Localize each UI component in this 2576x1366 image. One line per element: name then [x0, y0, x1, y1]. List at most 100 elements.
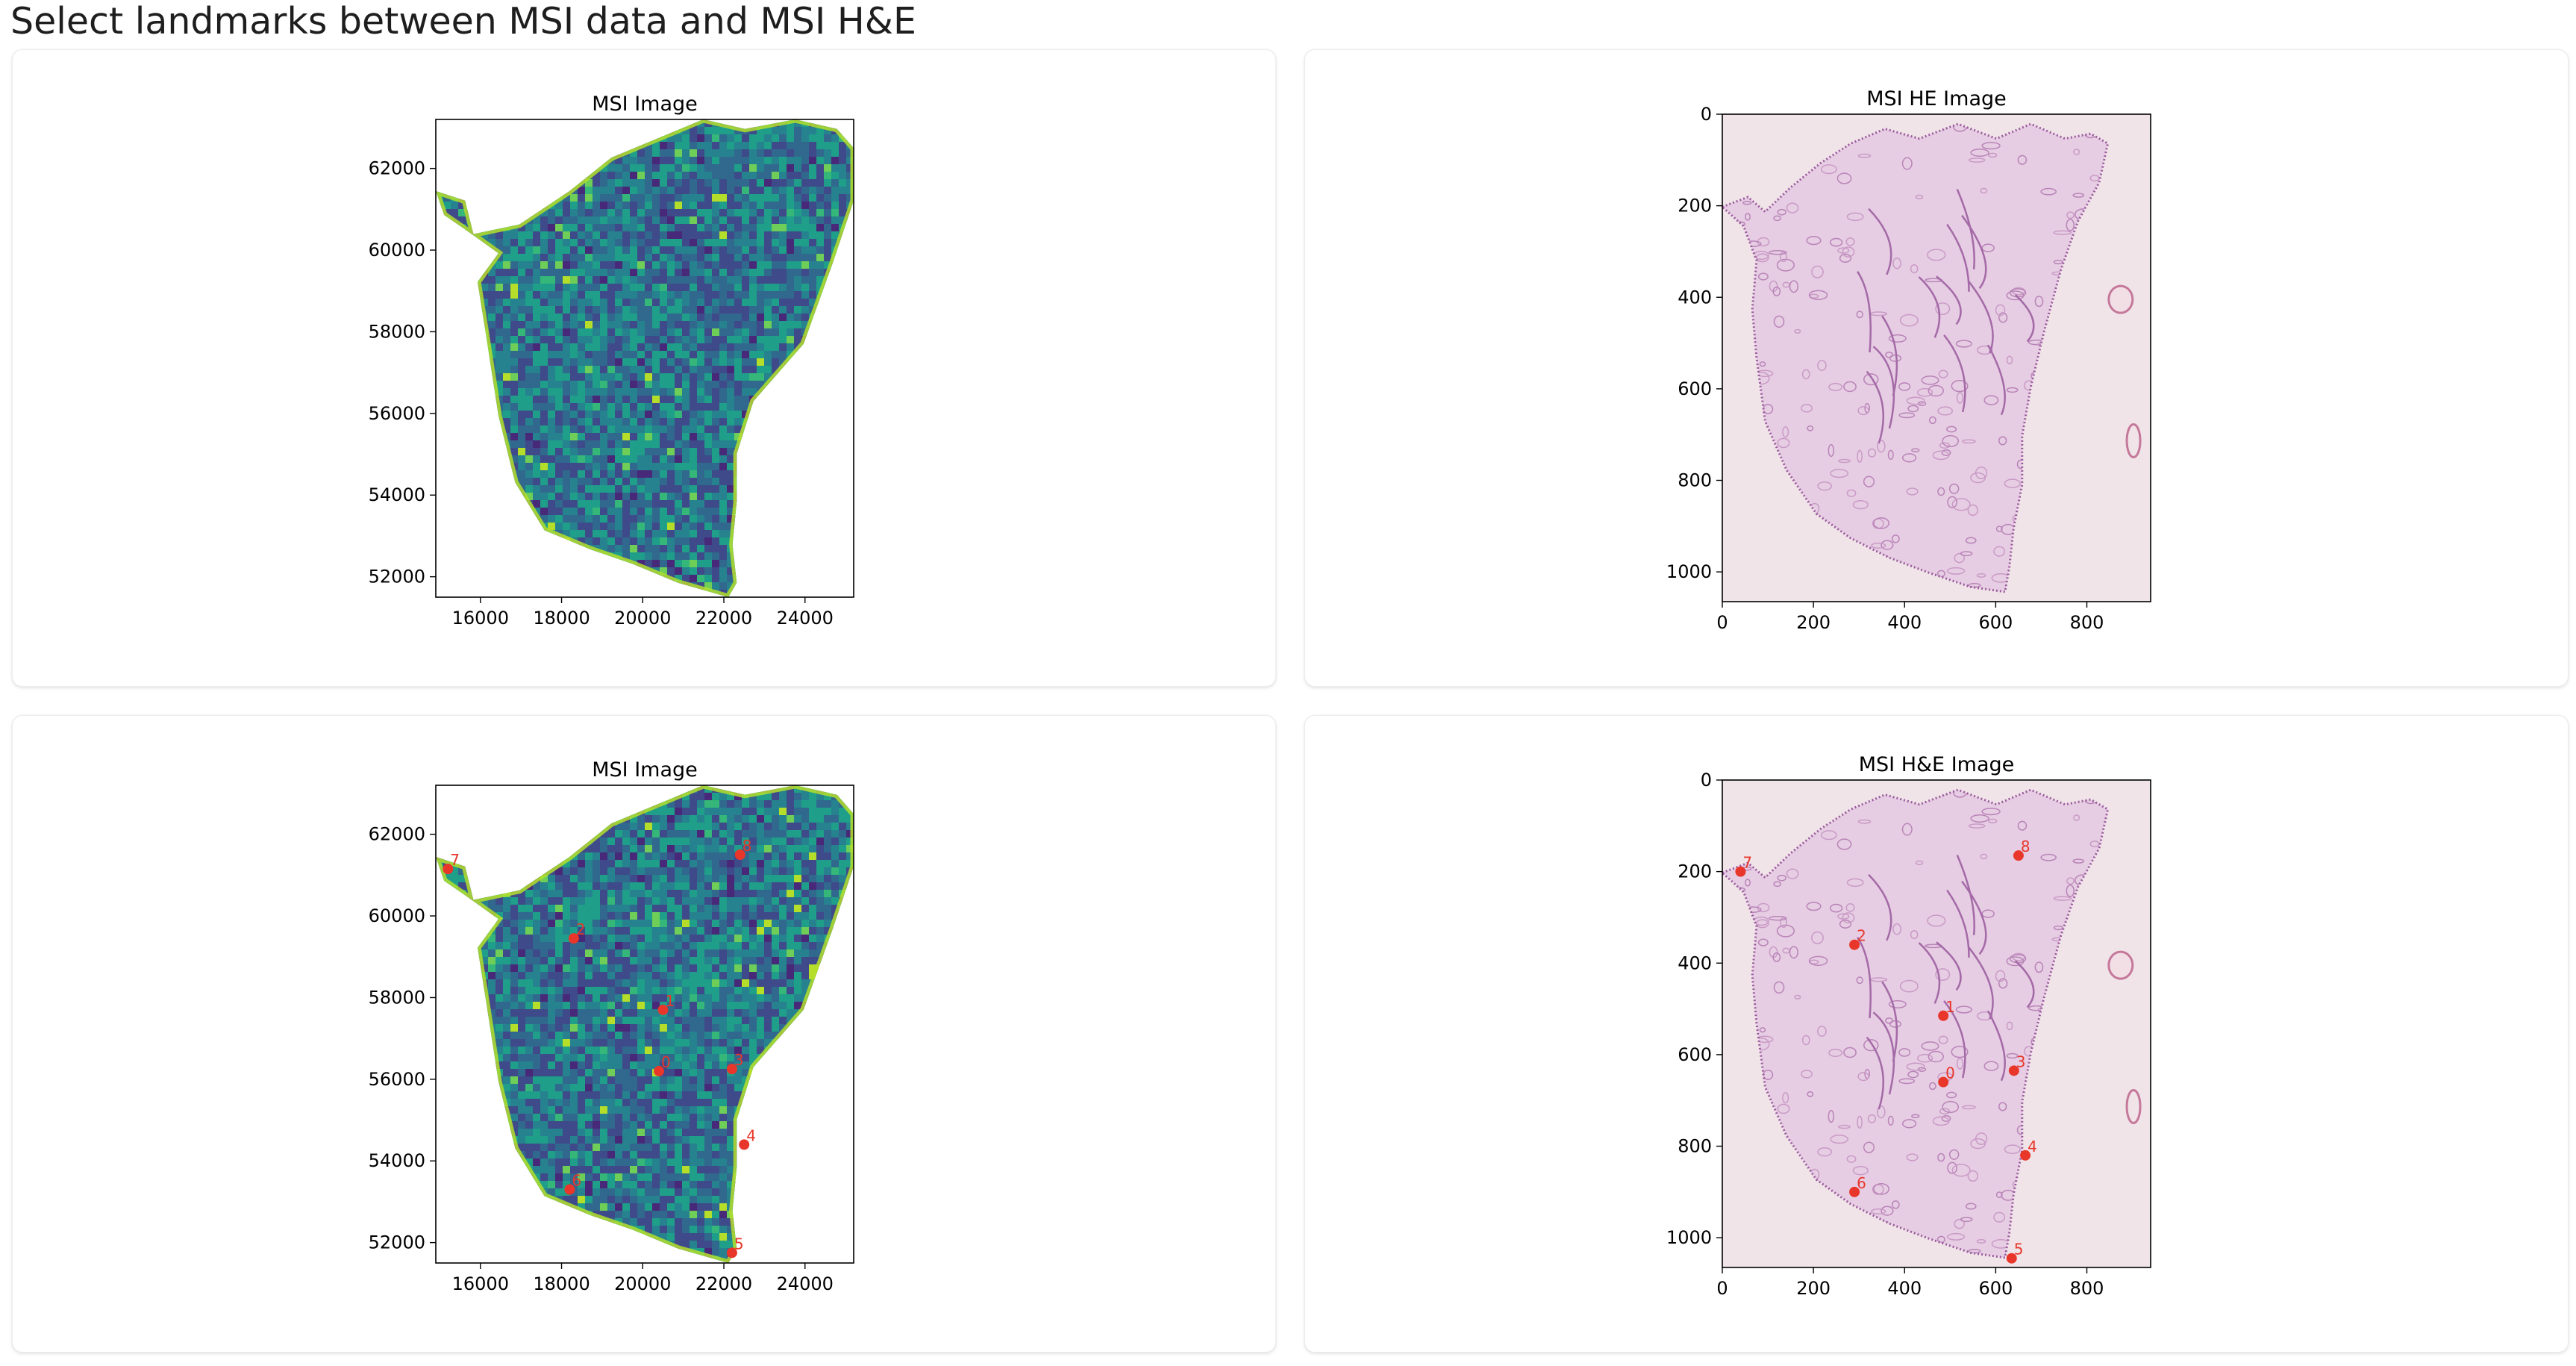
- he-tissue-image: [1720, 780, 2151, 1267]
- he-tissue-image: [1720, 114, 2151, 602]
- axes-frame: [435, 785, 854, 1264]
- y-tick-label: 200: [1678, 861, 1712, 882]
- landmark-point[interactable]: [734, 849, 745, 860]
- x-tick-label: 600: [1978, 1278, 2013, 1299]
- y-tick-label: 58000: [369, 321, 425, 342]
- y-tick-label: 1000: [1666, 1227, 1712, 1248]
- msi-image-card: MSI Image 16000 18000 20000 22000 24000 52000 5…: [12, 49, 1276, 687]
- msi-landmark-card: MSI Image 16000 18000 20000 22000 24000 52000 5…: [12, 715, 1276, 1353]
- x-tick-label: 200: [1796, 1278, 1831, 1299]
- y-tick-label: 0: [1701, 770, 1712, 790]
- landmark-point[interactable]: [1849, 939, 1860, 950]
- y-tick-label: 54000: [369, 1150, 425, 1171]
- x-tick-label: 20000: [614, 1273, 671, 1294]
- landmark-label: 2: [1857, 927, 1866, 945]
- landmark-label: 0: [661, 1053, 671, 1071]
- x-tick-label: 0: [1716, 1278, 1728, 1299]
- y-tick-label: 56000: [369, 1069, 425, 1090]
- landmark-point[interactable]: [1938, 1010, 1949, 1021]
- landmark-label: 8: [743, 837, 752, 855]
- landmark-label: 3: [734, 1051, 744, 1069]
- y-tick-label: 58000: [369, 987, 425, 1008]
- landmark-point[interactable]: [726, 1247, 737, 1259]
- x-tick-label: 22000: [695, 608, 752, 629]
- chart-title: MSI HE Image: [1866, 87, 2006, 110]
- x-tick-label: 24000: [777, 1273, 834, 1294]
- y-tick-label: 800: [1678, 1136, 1712, 1157]
- he-landmark-plot[interactable]: MSI H&E Image 0 200 400 600 800 0 200 400 600 800 1…: [1305, 716, 2568, 1352]
- y-tick-label: 600: [1678, 1044, 1712, 1065]
- landmark-label: 6: [1857, 1174, 1866, 1192]
- landmark-label: 8: [2021, 838, 2031, 855]
- y-tick-label: 200: [1678, 196, 1712, 216]
- landmark-label: 1: [1945, 998, 1955, 1016]
- x-tick-label: 0: [1716, 612, 1728, 633]
- landmark-label: 7: [450, 851, 460, 869]
- x-tick-label: 18000: [533, 1273, 590, 1294]
- y-tick-label: 54000: [369, 484, 425, 505]
- msi-intensity-image: [436, 785, 854, 1263]
- landmark-point[interactable]: [726, 1064, 737, 1075]
- x-tick-label: 22000: [695, 1273, 752, 1294]
- landmark-point[interactable]: [443, 864, 454, 875]
- axes-frame: [1722, 113, 2151, 602]
- x-tick-label: 400: [1887, 1278, 1922, 1299]
- y-tick-label: 0: [1701, 104, 1712, 125]
- landmark-point[interactable]: [1735, 866, 1746, 877]
- x-tick-label: 18000: [533, 608, 590, 629]
- y-tick-label: 60000: [369, 905, 425, 926]
- msi-he-image-plot[interactable]: MSI HE Image 0 200 400 600 800 0 200 400 600 800 10…: [1305, 50, 2568, 686]
- y-tick-label: 62000: [369, 158, 425, 179]
- y-tick-label: 400: [1678, 287, 1712, 308]
- y-tick-label: 1000: [1666, 561, 1712, 582]
- y-tick-label: 62000: [369, 824, 425, 845]
- x-tick-label: 800: [2070, 1278, 2104, 1299]
- landmark-point[interactable]: [568, 933, 579, 944]
- landmark-label: 0: [1945, 1064, 1955, 1082]
- y-tick-label: 800: [1678, 470, 1712, 491]
- landmark-point[interactable]: [657, 1004, 669, 1015]
- chart-title: MSI Image: [592, 93, 698, 116]
- x-tick-label: 20000: [614, 608, 671, 629]
- x-tick-label: 24000: [777, 608, 834, 629]
- landmark-label: 1: [665, 992, 675, 1010]
- y-tick-label: 400: [1678, 952, 1712, 973]
- y-tick-label: 60000: [369, 240, 425, 261]
- axes-frame: [1722, 779, 2151, 1268]
- chart-title: MSI H&E Image: [1859, 753, 2015, 776]
- axes-frame: [435, 119, 854, 598]
- landmark-point[interactable]: [1938, 1076, 1949, 1088]
- x-tick-label: 200: [1796, 612, 1831, 633]
- landmark-point[interactable]: [564, 1184, 575, 1195]
- he-landmark-card: MSI H&E Image 0 200 400 600 800 0 200 400 600 800 1…: [1304, 715, 2569, 1353]
- landmark-point[interactable]: [2020, 1150, 2031, 1161]
- msi-image-plot[interactable]: MSI Image 16000 18000 20000 22000 24000 52000 5…: [13, 50, 1275, 686]
- x-tick-label: 800: [2070, 612, 2104, 633]
- chart-title: MSI Image: [592, 758, 698, 782]
- landmark-label: 4: [746, 1126, 756, 1144]
- x-tick-label: 16000: [452, 1273, 509, 1294]
- y-tick-label: 56000: [369, 403, 425, 424]
- msi-landmark-plot[interactable]: MSI Image 16000 18000 20000 22000 24000 52000 5…: [13, 716, 1275, 1352]
- page-title: Select landmarks between MSI data and MS…: [10, 0, 916, 43]
- landmark-point[interactable]: [2006, 1253, 2017, 1264]
- x-tick-label: 600: [1978, 612, 2013, 633]
- landmark-label: 7: [1742, 854, 1752, 872]
- landmark-label: 5: [2014, 1241, 2024, 1259]
- msi-intensity-image: [436, 119, 854, 597]
- landmark-label: 5: [734, 1235, 744, 1253]
- landmark-point[interactable]: [1849, 1186, 1860, 1197]
- y-tick-label: 52000: [369, 567, 425, 587]
- landmark-label: 2: [576, 920, 586, 938]
- landmark-label: 4: [2028, 1138, 2037, 1156]
- landmark-label: 3: [2016, 1052, 2026, 1070]
- landmark-point[interactable]: [2013, 850, 2024, 861]
- landmark-point[interactable]: [2008, 1065, 2019, 1076]
- x-tick-label: 16000: [452, 608, 509, 629]
- y-tick-label: 52000: [369, 1232, 425, 1253]
- landmark-point[interactable]: [739, 1139, 750, 1150]
- x-tick-label: 400: [1887, 612, 1922, 633]
- landmark-point[interactable]: [654, 1065, 665, 1076]
- y-tick-label: 600: [1678, 378, 1712, 399]
- landmark-label: 6: [572, 1172, 581, 1190]
